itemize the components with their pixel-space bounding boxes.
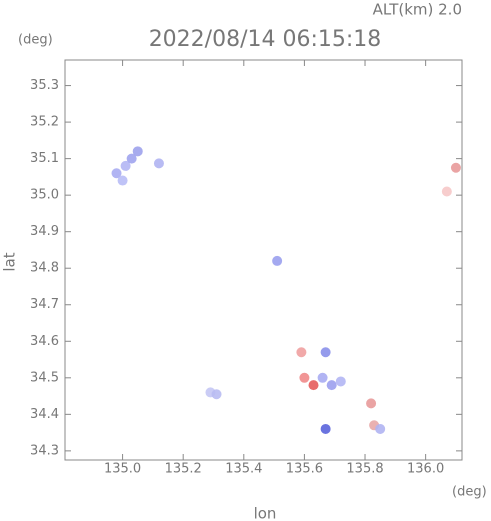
plot-frame — [64, 59, 463, 461]
y-axis-label: lat — [1, 252, 19, 271]
y-tick-label: 35.1 — [30, 151, 59, 166]
y-tick-label: 34.5 — [30, 370, 59, 385]
echo-point — [441, 186, 452, 197]
echo-point — [120, 160, 131, 171]
y-tick-label: 35.0 — [30, 188, 59, 203]
y-tick-label: 34.3 — [30, 443, 59, 458]
x-tick-label: 135.8 — [346, 462, 383, 477]
echo-point — [366, 398, 377, 409]
y-tick-label: 34.6 — [30, 334, 59, 349]
echo-point — [296, 347, 307, 358]
chart-title: 2022/08/14 06:15:18 — [149, 27, 382, 52]
echo-point — [320, 423, 331, 434]
x-unit: (deg) — [452, 485, 487, 500]
echo-point — [320, 347, 331, 358]
echo-point — [308, 380, 319, 391]
y-tick-label: 35.3 — [30, 78, 59, 93]
x-axis-label: lon — [254, 505, 277, 521]
echo-point — [272, 255, 283, 266]
y-unit: (deg) — [18, 33, 53, 48]
x-tick-label: 135.2 — [165, 462, 202, 477]
x-tick-label: 135.0 — [104, 462, 141, 477]
echo-point — [375, 423, 386, 434]
y-tick-label: 35.2 — [30, 115, 59, 130]
echo-point — [335, 376, 346, 387]
echo-point — [450, 162, 461, 173]
y-tick-label: 34.8 — [30, 261, 59, 276]
y-tick-label: 34.7 — [30, 297, 59, 312]
echo-point — [211, 389, 222, 400]
y-tick-label: 34.9 — [30, 224, 59, 239]
echo-point — [326, 380, 337, 391]
echo-point — [126, 153, 137, 164]
echo-point — [111, 168, 122, 179]
echo-point — [299, 372, 310, 383]
x-tick-label: 135.4 — [225, 462, 262, 477]
echo-point — [132, 146, 143, 157]
y-tick-label: 34.4 — [30, 407, 59, 422]
echo-point — [117, 175, 128, 186]
echo-point — [153, 158, 164, 169]
x-tick-label: 136.0 — [407, 462, 444, 477]
x-tick-label: 135.6 — [286, 462, 323, 477]
echo-point — [317, 372, 328, 383]
annotation: ALT(km) 2.0 — [373, 1, 462, 19]
